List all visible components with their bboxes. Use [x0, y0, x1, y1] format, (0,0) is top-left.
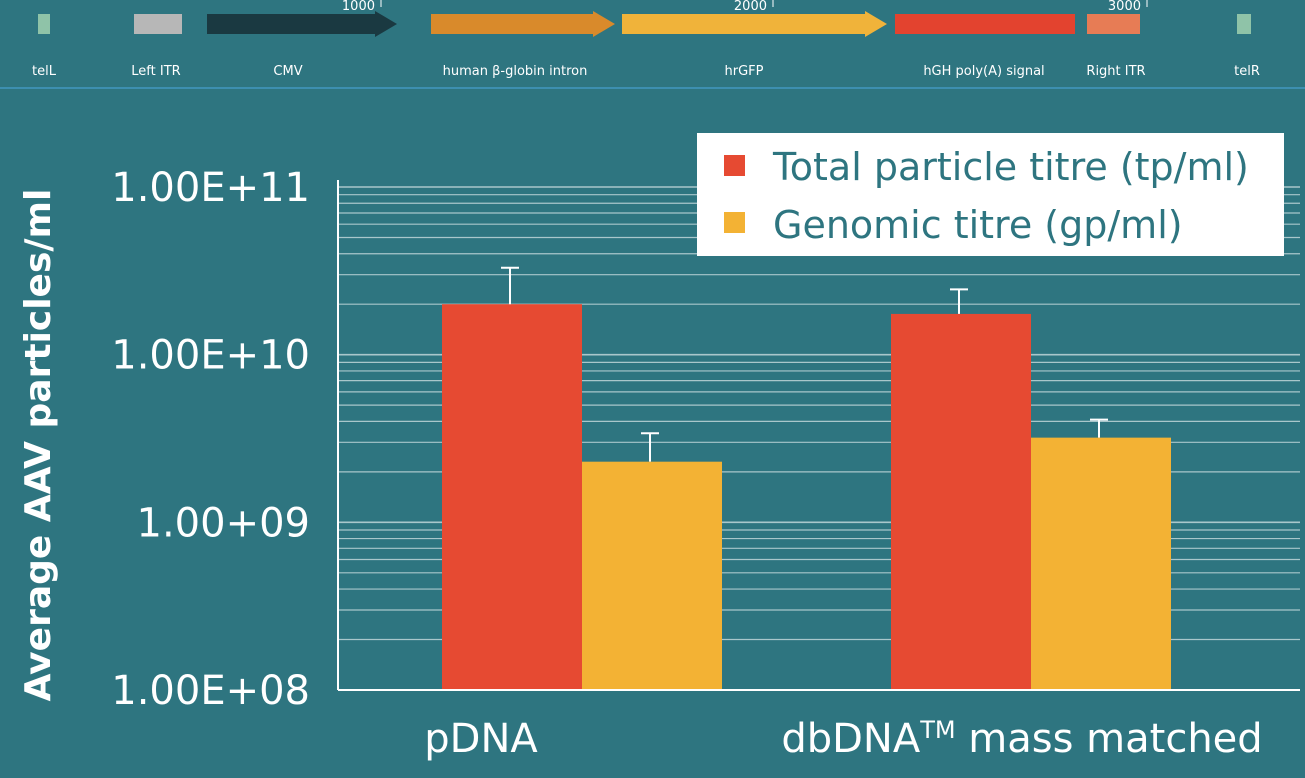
map-feature-telr — [1237, 14, 1251, 34]
legend-label-genomic: Genomic titre (gp/ml) — [773, 203, 1183, 247]
y-tick-label: 1.00E+11 — [111, 165, 310, 211]
map-feature-tell — [38, 14, 50, 34]
legend-box — [697, 133, 1284, 256]
y-tick-label: 1.00E+10 — [111, 333, 310, 379]
legend-label-total-particle: Total particle titre (tp/ml) — [772, 145, 1249, 189]
map-feature-cmv — [207, 11, 397, 37]
bar-pdna-genomic — [582, 461, 722, 690]
map-label-telr: telR — [1234, 64, 1260, 79]
legend: Total particle titre (tp/ml) Genomic tit… — [697, 133, 1284, 256]
map-scale-label-3000: 3000 — [1108, 0, 1141, 14]
bar-pdna-total-particle — [442, 304, 582, 690]
y-tick-label: 1.00E+08 — [111, 668, 310, 714]
map-label-hrgfp: hrGFP — [725, 64, 764, 79]
error-bar-dbdna-mass-matched-genomic — [1090, 418, 1108, 438]
map-scale-label-1000: 1000 — [342, 0, 375, 14]
map-label-human-globin-intron: human β-globin intron — [443, 64, 588, 79]
bars — [442, 266, 1171, 690]
plasmid-map: telL Left ITR CMV human β-globin intron hrGF… — [32, 0, 1260, 79]
map-feature-human-globin-intron — [431, 11, 615, 37]
map-feature-hrgfp — [622, 11, 887, 37]
error-bar-pdna-genomic — [641, 432, 659, 462]
x-category-label-dbdna-mass-matched: dbDNATM mass matched — [781, 716, 1262, 762]
y-tick-label: 1.00+09 — [137, 500, 310, 546]
map-label-right-itr: Right ITR — [1086, 64, 1145, 79]
map-feature-left-itr — [134, 14, 182, 34]
legend-swatch-genomic — [724, 212, 745, 233]
map-label-left-itr: Left ITR — [131, 64, 180, 79]
map-label-tell: telL — [32, 64, 57, 79]
bar-dbdna-mass-matched-genomic — [1031, 437, 1171, 690]
error-bar-pdna-total-particle — [501, 266, 519, 305]
axes: 1.00E+11 1.00E+10 1.00+09 1.00E+08 pDNA dbDNA… — [111, 165, 1300, 762]
map-feature-right-itr — [1087, 14, 1140, 34]
y-axis-label: Average AAV particles/ml — [18, 189, 59, 702]
x-category-label-pdna: pDNA — [424, 716, 538, 762]
legend-swatch-total-particle — [724, 155, 745, 176]
map-label-cmv: CMV — [273, 64, 302, 79]
bar-dbdna-mass-matched-total-particle — [891, 313, 1031, 690]
map-label-hgh-poly-a-signal: hGH poly(A) signal — [923, 64, 1044, 79]
error-bar-dbdna-mass-matched-total-particle — [950, 288, 968, 314]
map-feature-hgh-poly-a-signal — [895, 14, 1075, 34]
map-scale-label-2000: 2000 — [734, 0, 767, 14]
